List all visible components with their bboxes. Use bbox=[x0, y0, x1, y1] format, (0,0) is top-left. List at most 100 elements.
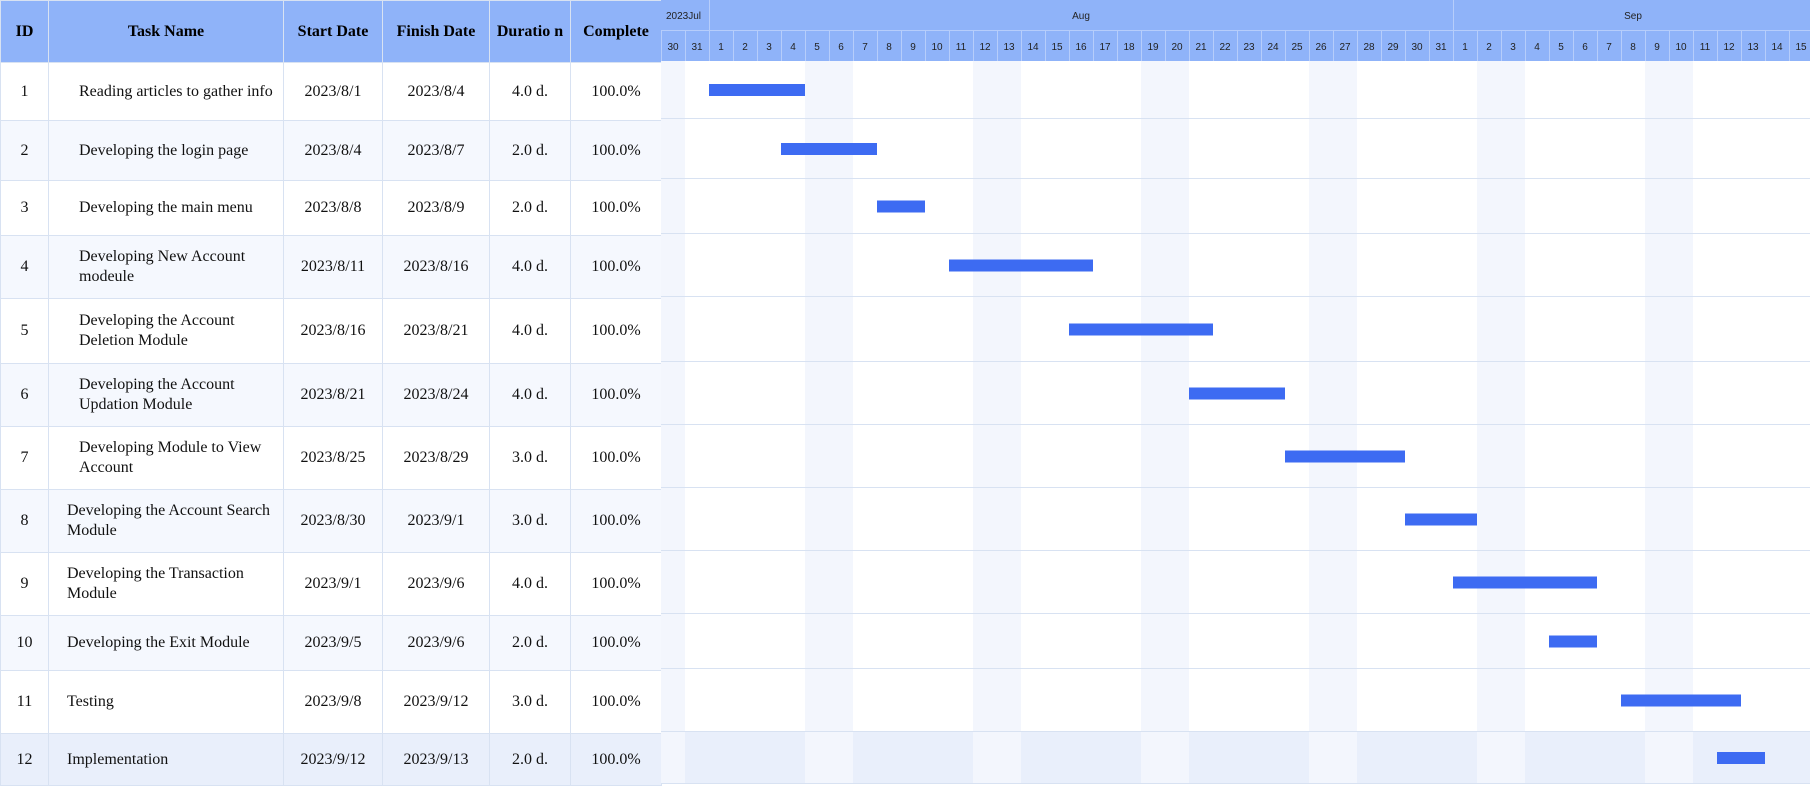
cell-start-date: 2023/8/25 bbox=[283, 426, 383, 490]
cell-start-date: 2023/8/16 bbox=[283, 298, 383, 364]
weekend-shade bbox=[805, 61, 829, 784]
month-label: Sep bbox=[1624, 11, 1642, 22]
cell-complete: 100.0% bbox=[570, 670, 662, 734]
month-label: Aug bbox=[1072, 11, 1090, 22]
cell-complete: 100.0% bbox=[570, 615, 662, 671]
task-row[interactable]: 5 Developing the Account Deletion Module 2… bbox=[0, 298, 662, 364]
cell-id: 2 bbox=[0, 120, 49, 181]
cell-finish-date: 2023/9/6 bbox=[382, 552, 490, 616]
cell-complete: 100.0% bbox=[570, 120, 662, 181]
day-tick-label: 19 bbox=[1147, 42, 1159, 53]
task-row[interactable]: 9 Developing the Transaction Module 2023/9… bbox=[0, 552, 662, 616]
cell-complete: 100.0% bbox=[570, 489, 662, 553]
task-name-text: Developing Module to View Account bbox=[79, 439, 262, 476]
day-tick-label: 10 bbox=[1675, 42, 1687, 53]
day-tick-label: 31 bbox=[691, 42, 703, 53]
col-header-id[interactable]: ID bbox=[0, 0, 49, 63]
weekend-shade bbox=[1477, 61, 1501, 784]
cell-finish-date: 2023/8/16 bbox=[382, 235, 490, 299]
cell-id: 10 bbox=[0, 615, 49, 671]
cell-task-name: Developing the login page bbox=[48, 120, 284, 181]
cell-finish-date: 2023/8/24 bbox=[382, 363, 490, 427]
cell-duration: 3.0 d. bbox=[489, 426, 571, 490]
cell-complete: 100.0% bbox=[570, 733, 662, 786]
day-tick-label: 9 bbox=[910, 42, 916, 53]
cell-id: 1 bbox=[0, 62, 49, 121]
task-row[interactable]: 6 Developing the Account Updation Module 2… bbox=[0, 363, 662, 427]
day-tick-label: 22 bbox=[1219, 42, 1231, 53]
day-tick-label: 27 bbox=[1339, 42, 1351, 53]
day-tick-label: 25 bbox=[1291, 42, 1303, 53]
day-tick-label: 3 bbox=[766, 42, 772, 53]
cell-duration: 3.0 d. bbox=[489, 489, 571, 553]
cell-start-date: 2023/9/8 bbox=[283, 670, 383, 734]
cell-duration: 2.0 d. bbox=[489, 120, 571, 181]
cell-id: 5 bbox=[0, 298, 49, 364]
cell-finish-date: 2023/9/12 bbox=[382, 670, 490, 734]
cell-finish-date: 2023/8/29 bbox=[382, 426, 490, 490]
day-tick-label: 2 bbox=[1486, 42, 1492, 53]
task-name-text: Developing the Transaction Module bbox=[67, 565, 244, 602]
cell-task-name: Testing bbox=[48, 670, 284, 734]
day-tick-label: 4 bbox=[790, 42, 796, 53]
day-tick-label: 13 bbox=[1747, 42, 1759, 53]
day-tick-label: 11 bbox=[1700, 42, 1711, 53]
cell-finish-date: 2023/8/7 bbox=[382, 120, 490, 181]
task-bar bbox=[1069, 323, 1213, 336]
cell-complete: 100.0% bbox=[570, 363, 662, 427]
task-bar bbox=[1621, 694, 1741, 707]
col-header-finish-date[interactable]: Finish Date bbox=[382, 0, 490, 63]
task-row[interactable]: 12 Implementation 2023/9/12 2023/9/13 2.0 d.… bbox=[0, 733, 662, 786]
task-bar bbox=[1717, 752, 1765, 764]
col-header-duration[interactable]: Duratio n bbox=[489, 0, 571, 63]
task-name-text: Testing bbox=[67, 693, 114, 710]
cell-task-name: Implementation bbox=[48, 733, 284, 786]
cell-start-date: 2023/9/5 bbox=[283, 615, 383, 671]
cell-start-date: 2023/8/1 bbox=[283, 62, 383, 121]
col-header-start-date[interactable]: Start Date bbox=[283, 0, 383, 63]
day-tick-label: 13 bbox=[1003, 42, 1015, 53]
cell-duration: 3.0 d. bbox=[489, 670, 571, 734]
task-bar bbox=[1453, 576, 1597, 589]
cell-id: 6 bbox=[0, 363, 49, 427]
cell-complete: 100.0% bbox=[570, 180, 662, 236]
col-header-complete[interactable]: Complete bbox=[570, 0, 662, 63]
task-bar bbox=[877, 200, 925, 213]
day-tick-label: 6 bbox=[1582, 42, 1588, 53]
weekend-shade bbox=[1165, 61, 1189, 784]
day-tick-label: 2 bbox=[742, 42, 748, 53]
task-row[interactable]: 11 Testing 2023/9/8 2023/9/12 3.0 d. 100.0% bbox=[0, 670, 662, 734]
task-bar bbox=[1405, 513, 1477, 526]
task-row[interactable]: 10 Developing the Exit Module 2023/9/5 2023… bbox=[0, 615, 662, 671]
task-row[interactable]: 4 Developing New Account modeule 2023/8/11… bbox=[0, 235, 662, 299]
cell-complete: 100.0% bbox=[570, 552, 662, 616]
task-row[interactable]: 7 Developing Module to View Account 2023/8… bbox=[0, 426, 662, 490]
task-row[interactable]: 3 Developing the main menu 2023/8/8 2023/8/… bbox=[0, 180, 662, 236]
cell-id: 12 bbox=[0, 733, 49, 786]
day-tick-label: 29 bbox=[1387, 42, 1399, 53]
weekend-shade bbox=[829, 61, 853, 784]
cell-start-date: 2023/8/21 bbox=[283, 363, 383, 427]
cell-duration: 4.0 d. bbox=[489, 363, 571, 427]
task-row[interactable]: 1 Reading articles to gather info 2023/8/1… bbox=[0, 62, 662, 121]
cell-finish-date: 2023/8/9 bbox=[382, 180, 490, 236]
weekend-shade bbox=[1309, 61, 1333, 784]
day-tick-label: 21 bbox=[1195, 42, 1207, 53]
cell-start-date: 2023/8/30 bbox=[283, 489, 383, 553]
cell-start-date: 2023/8/8 bbox=[283, 180, 383, 236]
weekend-shade bbox=[1141, 61, 1165, 784]
day-tick-label: 8 bbox=[1630, 42, 1636, 53]
day-tick-label: 26 bbox=[1315, 42, 1327, 53]
day-tick-label: 15 bbox=[1051, 42, 1063, 53]
day-tick-label: 10 bbox=[931, 42, 943, 53]
day-tick-label: 9 bbox=[1654, 42, 1660, 53]
day-tick-label: 30 bbox=[1411, 42, 1423, 53]
task-name-text: Developing the Account Updation Module bbox=[79, 376, 235, 413]
task-bar bbox=[949, 259, 1093, 272]
day-tick-label: 1 bbox=[1462, 42, 1468, 53]
cell-task-name: Developing New Account modeule bbox=[48, 235, 284, 299]
col-header-task-name[interactable]: Task Name bbox=[48, 0, 284, 63]
task-row[interactable]: 2 Developing the login page 2023/8/4 2023/8… bbox=[0, 120, 662, 181]
cell-task-name: Developing the Account Updation Module bbox=[48, 363, 284, 427]
task-row[interactable]: 8 Developing the Account Search Module 202… bbox=[0, 489, 662, 553]
